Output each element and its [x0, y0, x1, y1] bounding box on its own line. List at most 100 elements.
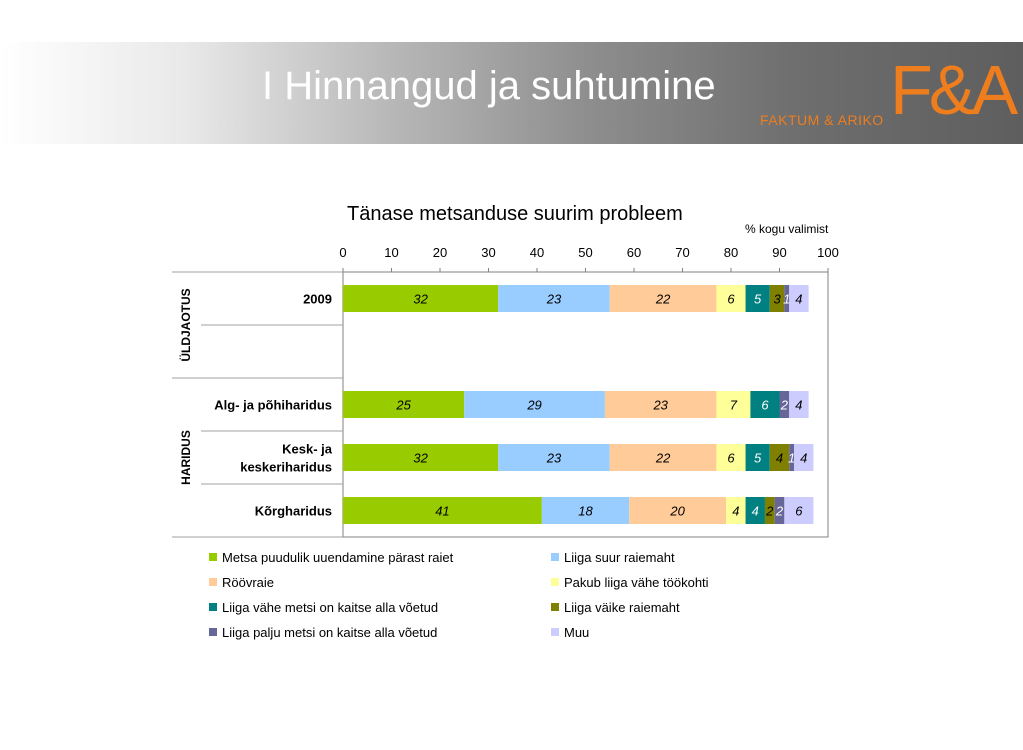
legend-label: Liiga palju metsi on kaitse alla võetud [222, 624, 438, 640]
data-label: 23 [652, 398, 668, 413]
x-tick-label: 10 [384, 245, 398, 260]
legend-item: Liiga suur raiemaht [551, 548, 769, 566]
bar-segment [789, 444, 795, 471]
legend-item: Pakub liiga vähe töökohti [551, 573, 769, 591]
legend-label: Röövraie [222, 574, 275, 590]
bar-segment [629, 497, 727, 524]
category-label: 2009 [303, 292, 332, 307]
bar-segment [745, 444, 770, 471]
data-label: 22 [655, 451, 671, 466]
bar-segment [726, 497, 746, 524]
data-label: 4 [776, 451, 783, 466]
bar-segment [716, 444, 746, 471]
x-tick-label: 30 [481, 245, 495, 260]
bar-segment [464, 391, 605, 418]
data-label: 25 [395, 398, 411, 413]
x-tick-label: 70 [675, 245, 689, 260]
data-label: 41 [435, 504, 449, 519]
bar-segment [343, 391, 465, 418]
data-label: 20 [669, 504, 685, 519]
data-label: 23 [546, 292, 562, 307]
bar-segment [764, 497, 775, 524]
legend-swatch [209, 578, 217, 586]
legend-label: Liiga suur raiemaht [564, 549, 675, 565]
data-label: 4 [795, 292, 802, 307]
bar-segment [750, 391, 780, 418]
category-label: Kõrgharidus [255, 504, 332, 519]
data-label: 5 [754, 292, 762, 307]
data-label: 6 [761, 398, 769, 413]
legend-swatch [551, 603, 559, 611]
legend-label: Muu [564, 624, 590, 640]
data-label: 22 [655, 292, 671, 307]
data-label: 3 [773, 292, 781, 307]
x-tick-label: 80 [724, 245, 738, 260]
bar-segment [609, 444, 717, 471]
data-label: 6 [795, 504, 803, 519]
data-label: 2 [780, 398, 789, 413]
bar-segment [604, 391, 717, 418]
x-tick-label: 100 [817, 245, 839, 260]
page-title: I Hinnangud ja suhtumine [262, 64, 716, 108]
legend-label: Liiga väike raiemaht [564, 599, 680, 615]
bar-segment [769, 285, 785, 312]
x-tick-label: 60 [627, 245, 641, 260]
bar-segment [541, 497, 630, 524]
data-label: 2 [775, 504, 784, 519]
group-label: HARIDUS [179, 430, 193, 485]
bar-segment [779, 391, 790, 418]
data-label: 2 [765, 504, 774, 519]
data-label: 1 [783, 292, 790, 307]
legend-swatch [551, 578, 559, 586]
bar-segment [343, 444, 499, 471]
data-label: 23 [546, 451, 562, 466]
x-tick-label: 40 [530, 245, 544, 260]
logo-text: FAKTUM & ARIKO [760, 112, 884, 128]
legend-item: Liiga vähe metsi on kaitse alla võetud [209, 598, 551, 616]
bar-segment [784, 285, 790, 312]
legend-swatch [551, 628, 559, 636]
data-label: 6 [727, 292, 735, 307]
data-label: 32 [413, 292, 428, 307]
x-tick-label: 20 [433, 245, 447, 260]
category-label: Alg- ja põhiharidus [214, 398, 332, 413]
chart-legend: Metsa puudulik uuendamine pärast raiet Li… [209, 548, 769, 641]
group-label: ÜLDJAOTUS [178, 288, 193, 361]
bar-segment [789, 391, 809, 418]
legend-swatch [209, 553, 217, 561]
bar-segment [609, 285, 717, 312]
legend-label: Liiga vähe metsi on kaitse alla võetud [222, 599, 439, 615]
data-label: 4 [752, 504, 759, 519]
legend-swatch [209, 603, 217, 611]
data-label: 4 [800, 451, 807, 466]
data-label: 4 [732, 504, 739, 519]
bar-segment [343, 285, 499, 312]
legend-item: Röövraie [209, 573, 551, 591]
bar-segment [716, 285, 746, 312]
bar-segment [745, 497, 765, 524]
x-tick-label: 0 [339, 245, 346, 260]
bar-segment [343, 497, 542, 524]
data-label: 1 [788, 451, 795, 466]
bar-segment [784, 497, 814, 524]
bar-segment [498, 444, 610, 471]
title-banner: I Hinnangud ja suhtumine FAKTUM & ARIKO … [0, 42, 1023, 144]
x-tick-label: 90 [772, 245, 786, 260]
bar-segment [498, 285, 610, 312]
data-label: 18 [578, 504, 593, 519]
data-label: 5 [754, 451, 762, 466]
data-label: 4 [795, 398, 802, 413]
bar-segment [769, 444, 790, 471]
legend-swatch [209, 628, 217, 636]
chart-title: Tänase metsanduse suurim probleem [347, 203, 683, 225]
data-label: 7 [730, 398, 738, 413]
x-tick-label: 50 [578, 245, 592, 260]
legend-item: Liiga palju metsi on kaitse alla võetud [209, 623, 551, 641]
units-label: % kogu valimist [745, 222, 829, 236]
bar-segment [774, 497, 785, 524]
legend-label: Pakub liiga vähe töökohti [564, 574, 709, 590]
legend-item: Liiga väike raiemaht [551, 598, 769, 616]
bar-segment [794, 444, 814, 471]
bar-segment [716, 391, 751, 418]
